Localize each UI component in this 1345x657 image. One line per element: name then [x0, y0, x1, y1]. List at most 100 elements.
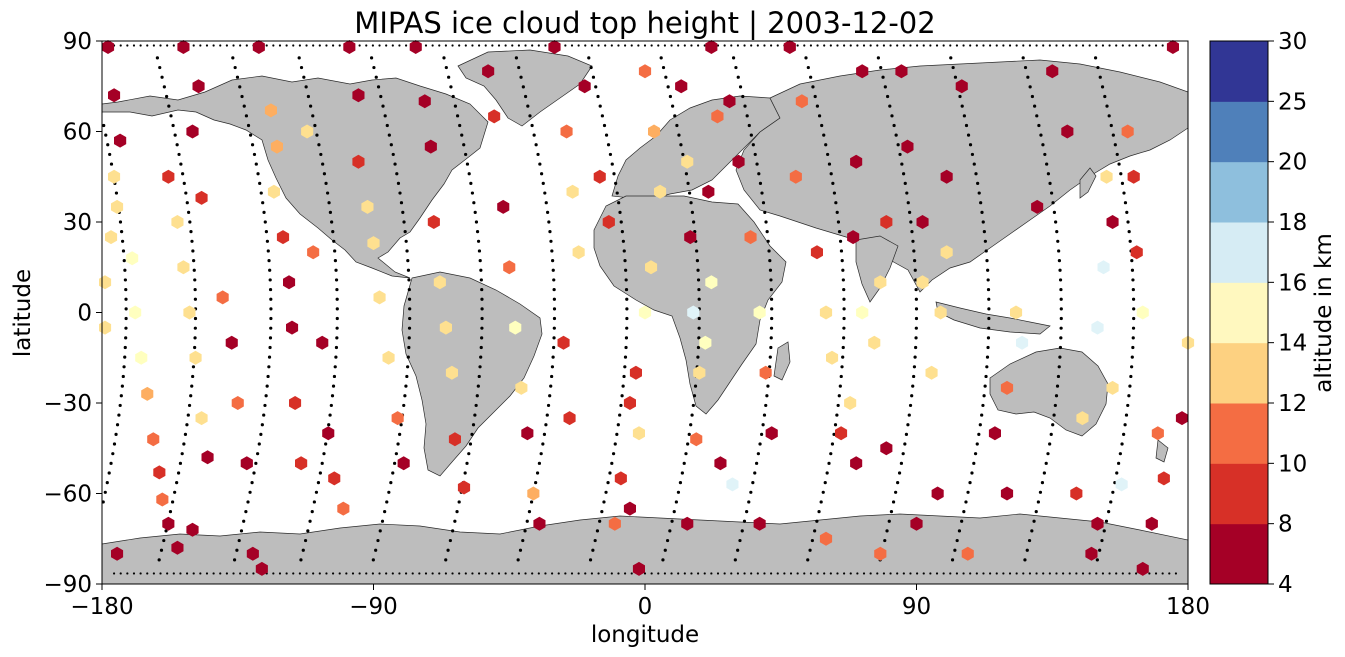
track-dot — [966, 133, 971, 137]
track-dot — [269, 316, 273, 321]
track-dot — [541, 181, 545, 185]
track-dot — [831, 181, 835, 185]
y-tick-label: −90 — [43, 572, 92, 598]
track-dot — [615, 432, 619, 436]
track-dot — [757, 172, 761, 176]
track-dot — [1102, 529, 1106, 533]
polar-track-dot — [126, 572, 129, 575]
track-dot — [457, 500, 461, 504]
track-dot — [448, 538, 452, 543]
track-dot — [914, 316, 919, 321]
track-dot — [765, 230, 769, 234]
cloud-top-hexagon — [856, 64, 869, 79]
cloud-top-hexagon — [1130, 245, 1143, 260]
track-dot — [250, 481, 254, 485]
colorbar-segment — [1210, 403, 1268, 464]
track-dot — [239, 529, 244, 533]
track-dot — [598, 104, 602, 108]
polar-track-dot — [325, 572, 328, 575]
track-dot — [661, 558, 665, 562]
polar-track-dot — [491, 572, 494, 575]
cloud-top-hexagon — [307, 245, 320, 260]
polar-track-dot — [989, 44, 992, 47]
polar-track-dot — [212, 572, 215, 575]
polar-track-dot — [444, 572, 447, 575]
track-dot — [186, 413, 190, 417]
track-dot — [758, 181, 763, 185]
track-dot — [885, 529, 889, 533]
orbit-track-line — [442, 56, 484, 562]
polar-track-dot — [491, 44, 494, 47]
track-dot — [314, 490, 319, 494]
polar-track-dot — [431, 44, 434, 47]
track-dot — [761, 201, 766, 205]
polar-track-dot — [239, 572, 242, 575]
track-dot — [980, 210, 984, 214]
polar-track-dot — [1161, 44, 1164, 47]
track-dot — [469, 181, 473, 185]
track-dot — [111, 452, 115, 456]
track-dot — [407, 345, 411, 350]
track-dot — [1059, 326, 1063, 330]
track-dot — [756, 452, 760, 456]
cloud-top-hexagon — [457, 480, 471, 495]
track-dot — [624, 287, 629, 292]
track-dot — [686, 181, 690, 185]
track-dot — [474, 220, 479, 224]
track-dot — [970, 471, 974, 475]
track-dot — [523, 94, 528, 99]
polar-track-dot — [736, 572, 740, 575]
track-dot — [1025, 548, 1029, 552]
track-dot — [876, 56, 880, 60]
polar-track-dot — [1035, 572, 1038, 575]
cloud-top-hexagon — [289, 396, 302, 410]
track-dot — [463, 471, 467, 475]
track-dot — [1059, 307, 1063, 311]
polar-track-dot — [451, 44, 454, 47]
polar-track-dot — [623, 44, 627, 47]
track-dot — [736, 548, 740, 552]
track-dot — [175, 481, 179, 485]
cloud-top-hexagon — [337, 501, 350, 516]
track-dot — [257, 442, 261, 446]
polar-track-dot — [730, 44, 733, 47]
polar-track-dot — [1121, 44, 1124, 47]
track-dot — [1131, 278, 1135, 282]
polar-track-dot — [517, 572, 521, 575]
polar-track-dot — [643, 44, 647, 47]
track-dot — [115, 423, 120, 427]
track-dot — [1058, 355, 1062, 359]
track-dot — [668, 94, 672, 99]
polar-track-dot — [849, 44, 852, 47]
polar-track-dot — [1028, 44, 1032, 47]
track-dot — [1098, 75, 1102, 79]
cloud-top-hexagon — [638, 305, 652, 320]
track-dot — [477, 374, 481, 379]
track-dot — [333, 259, 338, 263]
track-dot — [534, 481, 538, 485]
track-dot — [968, 143, 973, 147]
track-dot — [692, 394, 697, 398]
track-dot — [530, 123, 534, 128]
polar-track-dot — [1042, 44, 1045, 47]
cloud-top-hexagon — [868, 335, 881, 350]
track-dot — [321, 162, 325, 166]
track-dot — [964, 500, 968, 504]
track-dot — [825, 471, 829, 475]
track-dot — [903, 442, 907, 446]
track-dot — [1030, 94, 1034, 99]
track-dot — [604, 133, 609, 137]
track-dot — [550, 249, 554, 253]
track-dot — [552, 316, 557, 321]
track-dot — [598, 519, 602, 523]
x-tick-label: 90 — [902, 594, 931, 620]
track-dot — [955, 538, 959, 543]
track-dot — [883, 538, 887, 543]
colorbar-segment — [1210, 523, 1268, 585]
track-dot — [175, 143, 179, 147]
cloud-top-hexagon — [856, 305, 869, 320]
track-dot — [842, 307, 846, 311]
polar-track-dot — [637, 44, 640, 47]
cloud-top-hexagon — [819, 305, 833, 320]
track-dot — [480, 297, 484, 301]
